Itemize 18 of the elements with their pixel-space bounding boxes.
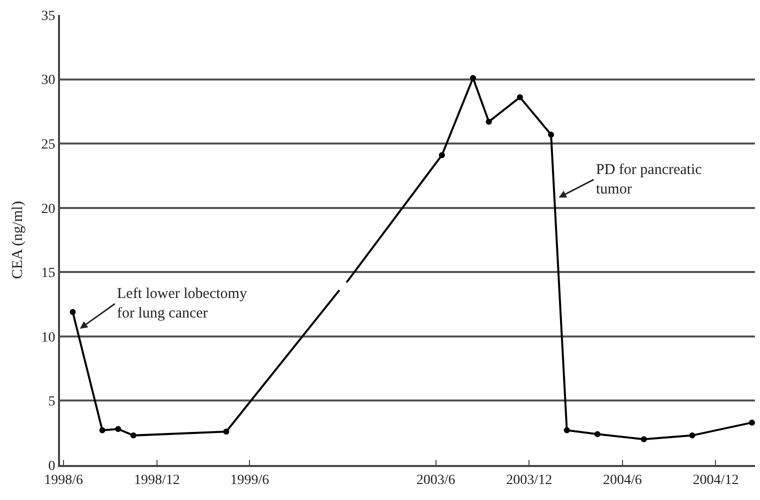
annotation: PD for pancreatic tumor: [596, 162, 702, 198]
x-tick-label: 1999/6: [230, 472, 270, 488]
annotation: Left lower lobectomy for lung cancer: [117, 286, 248, 322]
y-tick-label: 25: [41, 137, 56, 152]
y-tick-label: 35: [41, 8, 56, 24]
x-tick-label: 1998/6: [44, 472, 84, 488]
y-tick-label: 10: [41, 330, 56, 346]
y-tick-label: 20: [41, 202, 56, 217]
x-tick-label: 2003/6: [416, 472, 456, 488]
y-axis-title: CEA (ng/ml): [10, 201, 26, 279]
x-tick-label: 2004/6: [602, 472, 642, 488]
x-tick-label: 2003/12: [506, 472, 552, 488]
y-tick-label: 15: [41, 266, 56, 282]
y-tick-label: 5: [48, 394, 56, 410]
y-tick-label: 30: [41, 73, 56, 88]
x-tick-label: 1998/12: [134, 472, 180, 488]
x-tick-label: 2004/12: [692, 472, 739, 488]
y-tick-label: 0: [48, 458, 56, 474]
